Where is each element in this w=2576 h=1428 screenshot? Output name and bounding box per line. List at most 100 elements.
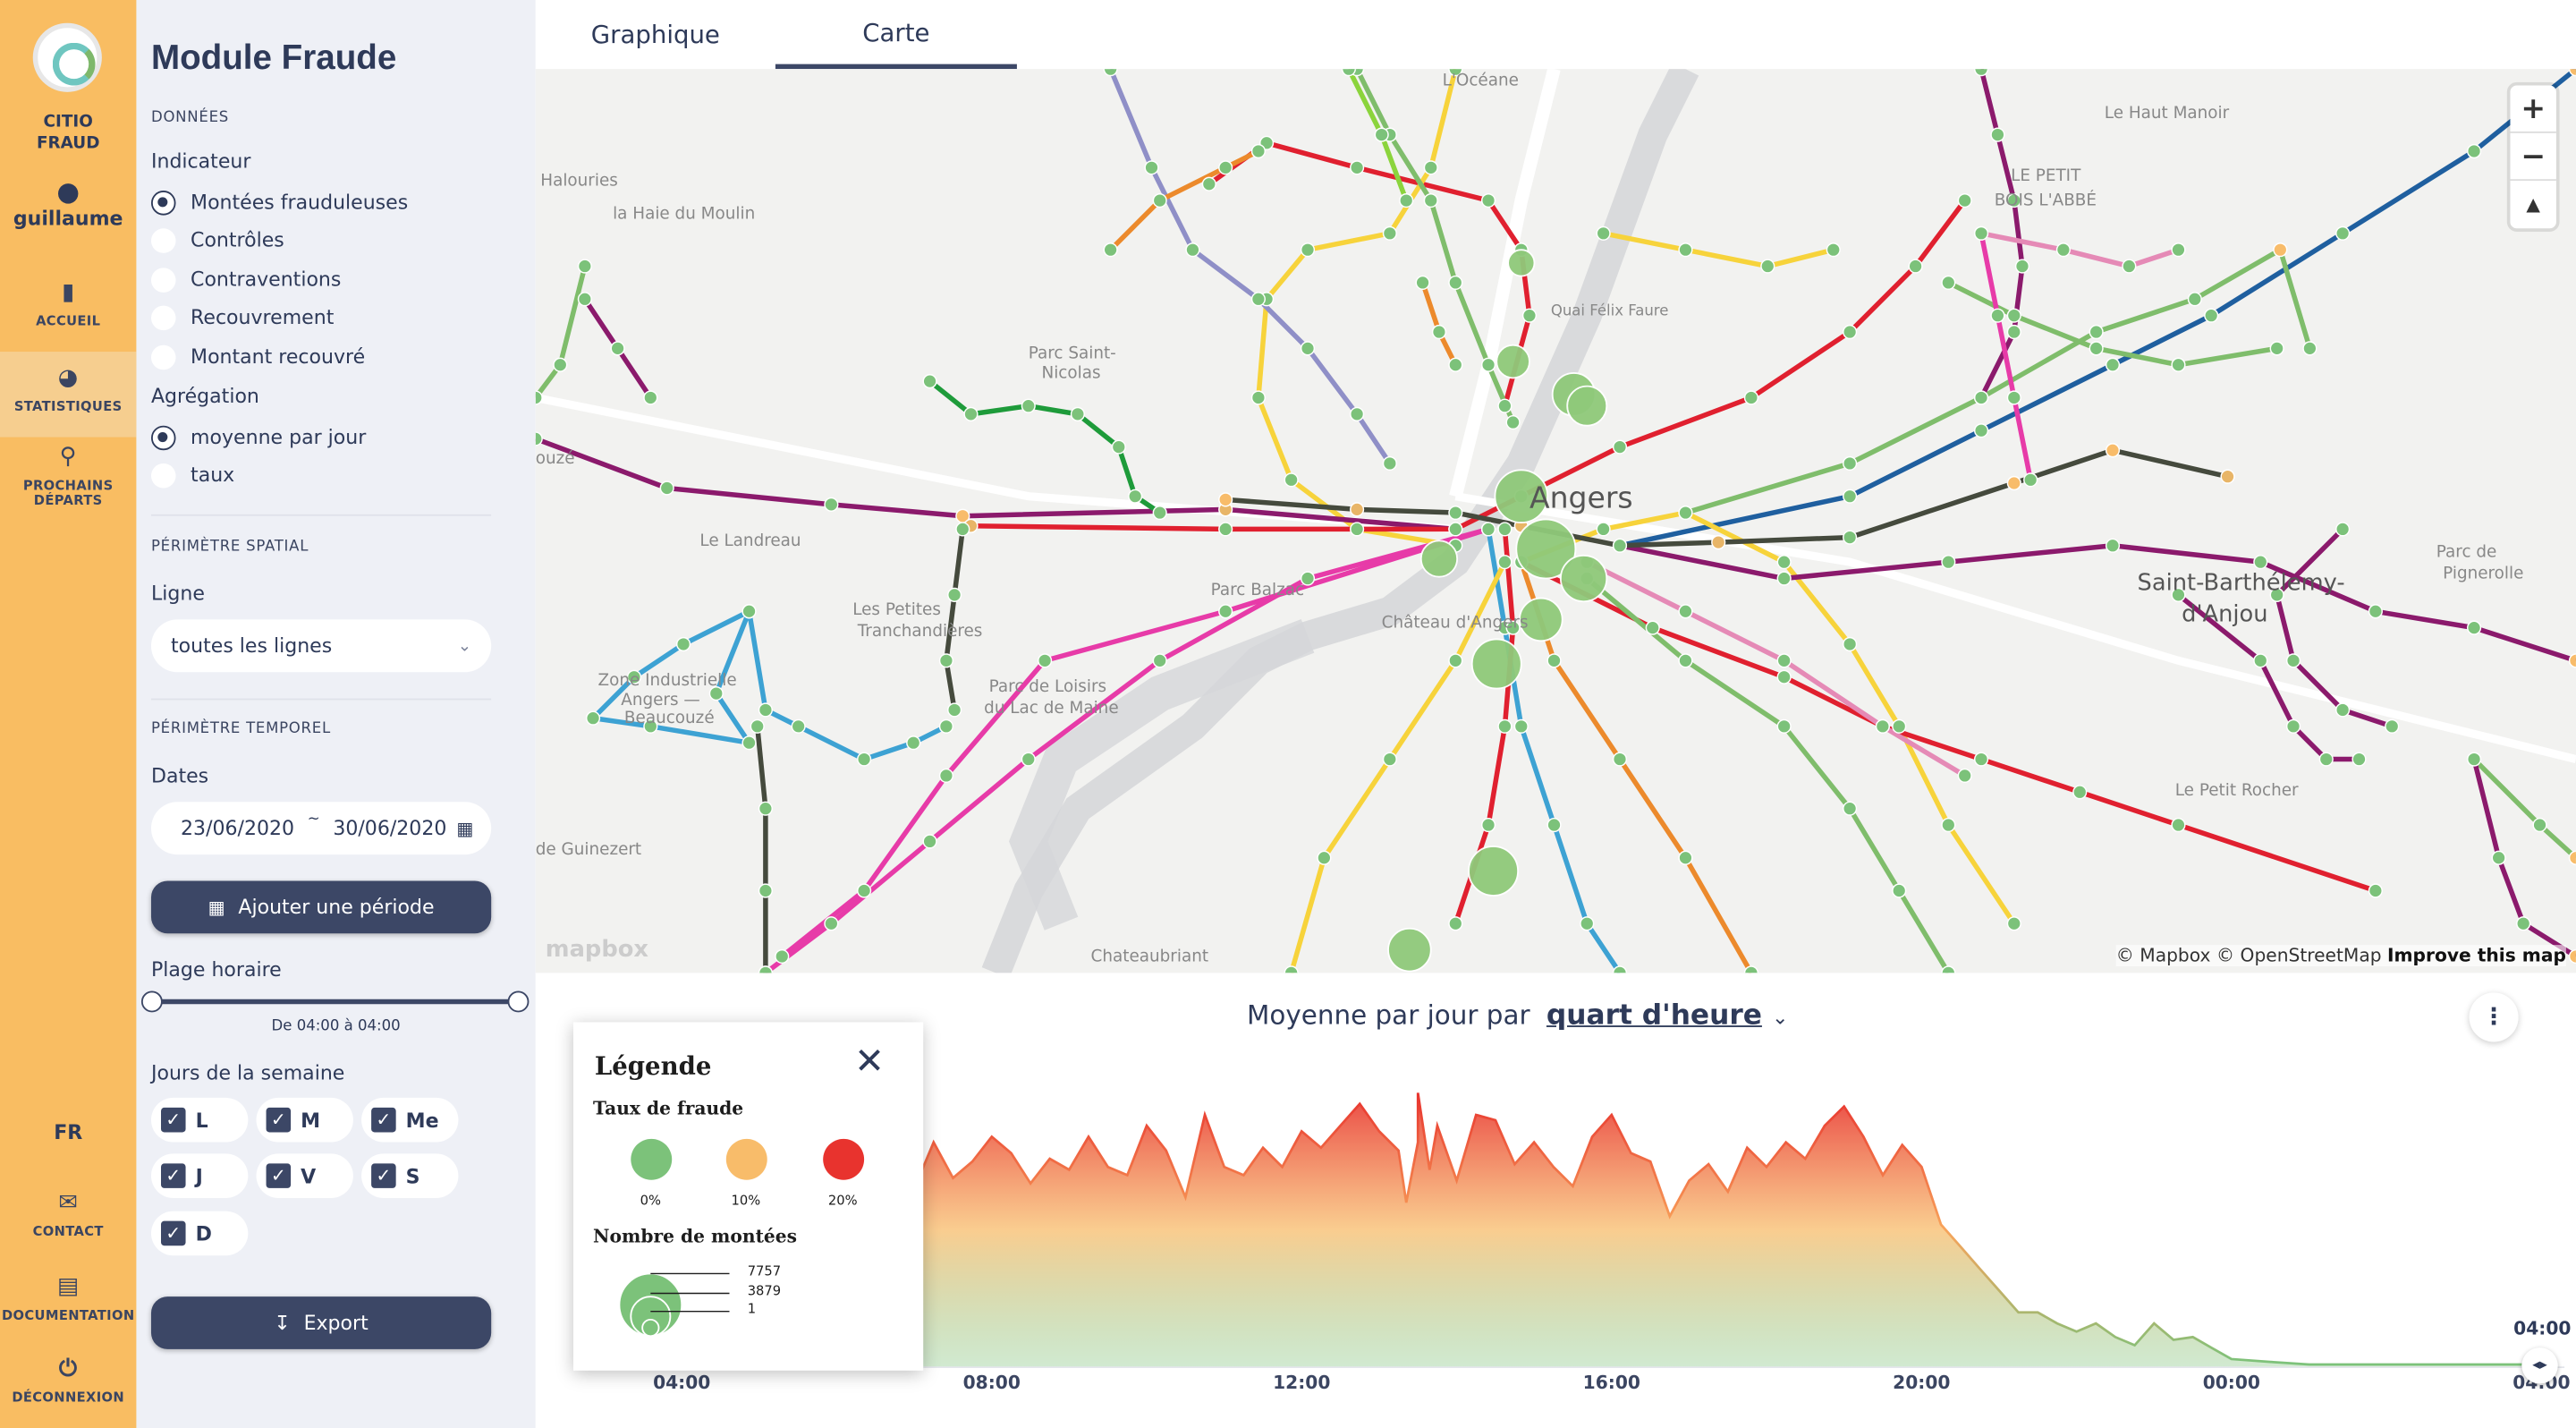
time-range-start-handle[interactable] <box>140 990 163 1013</box>
bus-stop[interactable] <box>1300 341 1316 356</box>
close-icon[interactable]: ✕ <box>854 1041 885 1084</box>
bus-stop[interactable] <box>1743 965 1759 973</box>
bus-stop[interactable] <box>1973 69 1989 77</box>
bus-stop-major[interactable] <box>1519 597 1563 642</box>
radio-contraventions[interactable]: Contraventions <box>150 265 341 294</box>
bus-stop[interactable] <box>2351 752 2367 767</box>
day-checkbox-me[interactable]: ✓ Me <box>361 1097 459 1143</box>
bus-stop[interactable] <box>1711 535 1726 550</box>
bus-stop[interactable] <box>1201 176 1216 191</box>
day-checkbox-v[interactable]: ✓ V <box>256 1153 353 1198</box>
bus-stop[interactable] <box>1776 571 1792 586</box>
bus-stop[interactable] <box>1144 160 1159 175</box>
bus-stop[interactable] <box>1284 965 1299 973</box>
bus-stop[interactable] <box>1843 489 1858 504</box>
bus-stop[interactable] <box>1941 555 1956 570</box>
bus-stop[interactable] <box>1431 324 1447 340</box>
nav-contact[interactable]: ✉ CONTACT <box>0 1190 136 1239</box>
bus-stop[interactable] <box>2285 718 2301 734</box>
bus-stop[interactable] <box>1415 275 1430 290</box>
bus-stop[interactable] <box>2273 242 2288 258</box>
tab-graphique[interactable]: Graphique <box>590 20 720 50</box>
map-canvas[interactable]: L'Océane Le Haut Manoir Halouries la Haie d… <box>535 69 2576 973</box>
bus-stop[interactable] <box>643 718 658 734</box>
bus-stop[interactable] <box>1218 492 1233 507</box>
bus-stop[interactable] <box>1350 160 1365 175</box>
bus-stop[interactable] <box>2105 538 2121 553</box>
nav-logout[interactable]: ⏻ DÉCONNEXION <box>0 1356 136 1405</box>
bus-stop[interactable] <box>2006 390 2021 405</box>
bus-stop[interactable] <box>2385 718 2400 734</box>
date-end-input[interactable]: 30/06/2020 <box>333 816 447 840</box>
bus-stop[interactable] <box>1513 718 1529 734</box>
bus-stop[interactable] <box>1596 225 1611 241</box>
bus-stop[interactable] <box>2006 916 2021 931</box>
bus-stop[interactable] <box>1480 357 1496 372</box>
bus-stop[interactable] <box>2006 475 2021 491</box>
compass-button[interactable]: ▲ <box>2526 193 2540 216</box>
bus-stop[interactable] <box>1448 69 1463 77</box>
bus-stop[interactable] <box>857 752 872 767</box>
bus-stop[interactable] <box>1399 192 1414 208</box>
bus-stop[interactable] <box>741 604 757 619</box>
bus-stop[interactable] <box>1497 718 1513 734</box>
bus-stop[interactable] <box>2055 242 2071 258</box>
bus-stop[interactable] <box>1546 817 1562 833</box>
user-menu[interactable]: ● guillaume <box>0 176 136 230</box>
bus-stop[interactable] <box>1678 604 1693 619</box>
bus-stop[interactable] <box>1382 225 1397 241</box>
bus-stop[interactable] <box>2105 443 2121 458</box>
bus-stop[interactable] <box>553 357 568 372</box>
bus-stop[interactable] <box>922 374 937 389</box>
bus-stop[interactable] <box>2072 785 2088 800</box>
bus-stop[interactable] <box>2006 308 2021 323</box>
bus-stop[interactable] <box>2368 604 2383 619</box>
bus-stop[interactable] <box>643 390 658 405</box>
bus-stop[interactable] <box>1218 604 1233 619</box>
bus-stop[interactable] <box>1957 768 1972 784</box>
bus-stop[interactable] <box>1990 308 2005 323</box>
bus-stop[interactable] <box>1776 669 1792 684</box>
bus-stop[interactable] <box>675 636 691 652</box>
nav-prochains-departs[interactable]: ⚲ PROCHAINS DÉPARTS <box>0 444 136 508</box>
bus-stop[interactable] <box>2491 850 2506 865</box>
bus-stop[interactable] <box>2269 587 2284 602</box>
bus-stop[interactable] <box>1350 522 1365 537</box>
bus-stop[interactable] <box>1843 530 1858 545</box>
day-checkbox-l[interactable]: ✓ L <box>150 1097 249 1143</box>
bus-stop[interactable] <box>1941 275 1956 290</box>
bus-stop[interactable] <box>1448 505 1463 521</box>
bus-stop[interactable] <box>2089 324 2104 340</box>
chart-menu-button[interactable]: ⋮ <box>2469 992 2519 1042</box>
radio-montees-frauduleuses[interactable]: Montées frauduleuses <box>150 187 408 217</box>
bus-stop[interactable] <box>1382 752 1397 767</box>
bus-stop[interactable] <box>1612 439 1628 455</box>
attribution-mapbox[interactable]: © Mapbox <box>2115 945 2211 966</box>
bus-stop[interactable] <box>775 948 790 965</box>
bus-stop[interactable] <box>1776 555 1792 570</box>
date-range-picker[interactable]: 23/06/2020 ~ 30/06/2020 ▦ <box>150 802 492 855</box>
bus-stop[interactable] <box>2171 817 2186 833</box>
bus-stop[interactable] <box>1218 522 1233 537</box>
bus-stop-major[interactable] <box>1496 344 1530 379</box>
bus-stop[interactable] <box>1743 390 1759 405</box>
bus-stop[interactable] <box>1973 390 1989 405</box>
bus-stop[interactable] <box>1957 192 1972 208</box>
bus-stop[interactable] <box>1892 718 1907 734</box>
bus-stop[interactable] <box>1423 160 1438 175</box>
bus-stop[interactable] <box>626 669 642 684</box>
bus-stop[interactable] <box>758 965 773 973</box>
bus-stop[interactable] <box>535 390 543 405</box>
bus-stop[interactable] <box>1103 242 1118 258</box>
bus-stop[interactable] <box>2335 702 2351 718</box>
bus-stop[interactable] <box>1941 965 1956 973</box>
bus-stop[interactable] <box>1423 192 1438 208</box>
bus-stop[interactable] <box>1908 259 1923 274</box>
bus-stop[interactable] <box>1843 801 1858 816</box>
bus-stop[interactable] <box>938 718 954 734</box>
bus-stop[interactable] <box>1596 522 1611 537</box>
bus-stop[interactable] <box>857 883 872 898</box>
bus-stop[interactable] <box>2006 324 2021 340</box>
bus-stop[interactable] <box>1300 242 1316 258</box>
bus-stop[interactable] <box>1152 653 1167 668</box>
